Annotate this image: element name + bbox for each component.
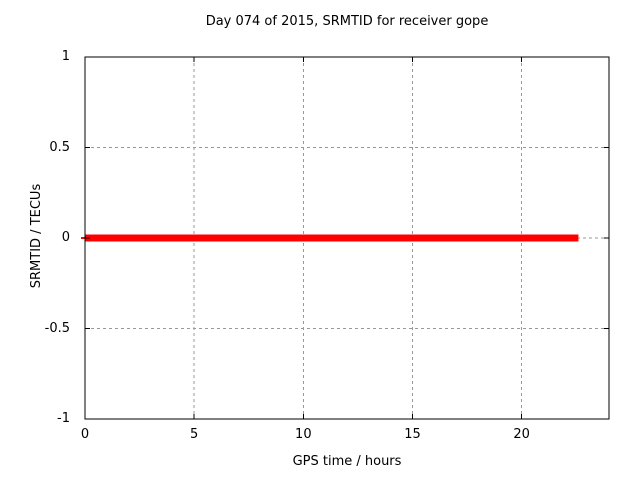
x-axis-label: GPS time / hours (292, 454, 402, 469)
y-tick-label: -0.5 (44, 320, 70, 336)
tick-layer (84, 56, 609, 420)
chart-title: Day 074 of 2015, SRMTID for receiver gop… (205, 14, 489, 29)
x-tick-label: 5 (190, 427, 199, 442)
y-tick-label: 0 (61, 230, 70, 245)
x-tick-label: 10 (295, 427, 312, 442)
y-axis-label: SRMTID / TECUs (29, 183, 44, 289)
y-tick-label: -1 (57, 411, 70, 426)
x-tick-label: 0 (80, 427, 90, 442)
x-tick-label: 15 (404, 427, 421, 442)
y-tick-label: 1 (61, 49, 70, 64)
y-tick-label: 0.5 (49, 139, 70, 155)
x-tick-label: 20 (513, 427, 530, 442)
